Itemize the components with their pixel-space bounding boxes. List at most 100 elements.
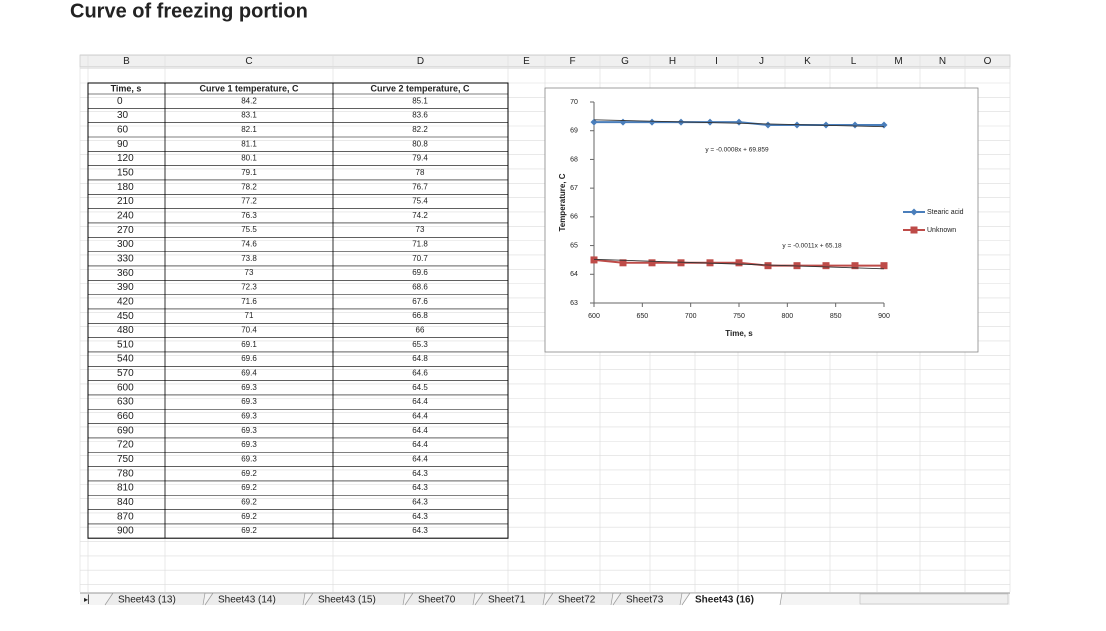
table-cell: 240 (117, 210, 134, 221)
table-cell: 420 (117, 296, 134, 307)
table-cell: 83.6 (412, 111, 428, 120)
table-cell: 600 (117, 382, 134, 393)
table-cell: 450 (117, 311, 134, 322)
table-cell: 120 (117, 153, 134, 164)
table-cell: 360 (117, 268, 134, 279)
table-cell: 69.4 (241, 369, 257, 378)
table-cell: 84.2 (241, 96, 257, 105)
table-cell: 64.3 (412, 512, 428, 521)
column-letter: M (894, 56, 902, 67)
table-cell: 810 (117, 483, 134, 494)
sheet-tab[interactable] (544, 592, 614, 606)
legend-marker (910, 208, 918, 216)
table-cell: 900 (117, 526, 134, 537)
table-cell: 150 (117, 167, 134, 178)
table-cell: 69.6 (412, 268, 428, 277)
sheet-tab[interactable] (681, 592, 783, 606)
table-cell: 80.8 (412, 139, 428, 148)
table-cell: 71.8 (412, 240, 428, 249)
table-cell: 64.4 (412, 455, 428, 464)
data-point (735, 259, 743, 267)
table-cell: 90 (117, 139, 129, 150)
table-cell: 69.2 (241, 483, 257, 492)
sheet-tab[interactable] (404, 592, 476, 606)
table-cell: 64.3 (412, 498, 428, 507)
x-tick-label: 700 (685, 313, 697, 320)
x-axis-title: Time, s (725, 329, 753, 338)
sheet-tab-label[interactable]: Sheet73 (626, 595, 664, 606)
table-cell: 330 (117, 253, 134, 264)
data-point (851, 121, 859, 129)
sheet-tab[interactable] (304, 592, 406, 606)
table-cell: 79.4 (412, 154, 428, 163)
trendline (593, 119, 885, 128)
table-cell: 64.3 (412, 526, 428, 535)
sheet-tab[interactable] (204, 592, 306, 606)
sheet-tab-label[interactable]: Sheet43 (16) (695, 595, 754, 606)
data-point (619, 259, 627, 267)
x-tick-label: 900 (878, 313, 890, 320)
table-cell: 870 (117, 511, 134, 522)
table-cell: 64.3 (412, 469, 428, 478)
x-tick-label: 650 (636, 313, 648, 320)
column-letter: N (939, 56, 946, 67)
table-cell: 300 (117, 239, 134, 250)
data-point (851, 262, 859, 270)
sheet-tab-label[interactable]: Sheet43 (15) (318, 595, 376, 606)
sheet-tab-label[interactable]: Sheet43 (14) (218, 595, 276, 606)
y-tick-label: 67 (570, 185, 578, 192)
table-cell: 630 (117, 397, 134, 408)
page-title: Curve of freezing portion (70, 0, 308, 22)
table-cell: 64.4 (412, 440, 428, 449)
table-cell: 73 (416, 225, 425, 234)
table-cell: 840 (117, 497, 134, 508)
sheet-tab-label[interactable]: Sheet72 (558, 595, 596, 606)
table-cell: 570 (117, 368, 134, 379)
table-cell: 64.5 (412, 383, 428, 392)
table-cell: 480 (117, 325, 134, 336)
table-cell: 70.4 (241, 326, 257, 335)
table-cell: 69.2 (241, 512, 257, 521)
sheet-tab-label[interactable]: Sheet70 (418, 595, 456, 606)
data-point (677, 259, 685, 267)
column-letter: I (715, 56, 718, 67)
x-tick-label: 850 (830, 313, 842, 320)
data-point (735, 118, 743, 126)
table-cell: 73 (245, 268, 254, 277)
sheet-tab[interactable] (474, 592, 546, 606)
column-letter: H (669, 56, 676, 67)
data-point (648, 118, 656, 126)
sheet-tab[interactable] (612, 592, 683, 606)
sheet-tab-label[interactable]: Sheet43 (13) (118, 595, 176, 606)
table-cell: 72.3 (241, 283, 257, 292)
table-cell: 76.3 (241, 211, 257, 220)
table-cell: 81.1 (241, 139, 257, 148)
table-cell: 69.2 (241, 526, 257, 535)
y-tick-label: 66 (570, 214, 578, 221)
sheet-tab-label[interactable]: Sheet71 (488, 595, 526, 606)
column-letter: G (621, 56, 629, 67)
table-cell: 64.3 (412, 483, 428, 492)
table-cell: 71.6 (241, 297, 257, 306)
sheet-tab[interactable] (104, 592, 206, 606)
data-point (880, 121, 888, 129)
table-cell: 30 (117, 110, 129, 121)
data-point (590, 256, 598, 264)
table-cell: 69.2 (241, 469, 257, 478)
table-cell: 69.6 (241, 354, 257, 363)
table-cell: 83.1 (241, 111, 257, 120)
table-cell: 69.3 (241, 397, 257, 406)
table-cell: 68.6 (412, 283, 428, 292)
chart-area (544, 87, 979, 353)
column-letter: C (245, 56, 252, 67)
table-cell: 270 (117, 225, 134, 236)
tab-nav: ▸▏ (84, 594, 94, 604)
column-letter: D (417, 56, 424, 67)
table-cell: 69.3 (241, 455, 257, 464)
table-cell: 60 (117, 124, 129, 135)
y-tick-label: 64 (570, 271, 578, 278)
table-cell: 390 (117, 282, 134, 293)
table-cell: 510 (117, 339, 134, 350)
table-cell: 64.4 (412, 426, 428, 435)
x-tick-label: 800 (781, 313, 793, 320)
